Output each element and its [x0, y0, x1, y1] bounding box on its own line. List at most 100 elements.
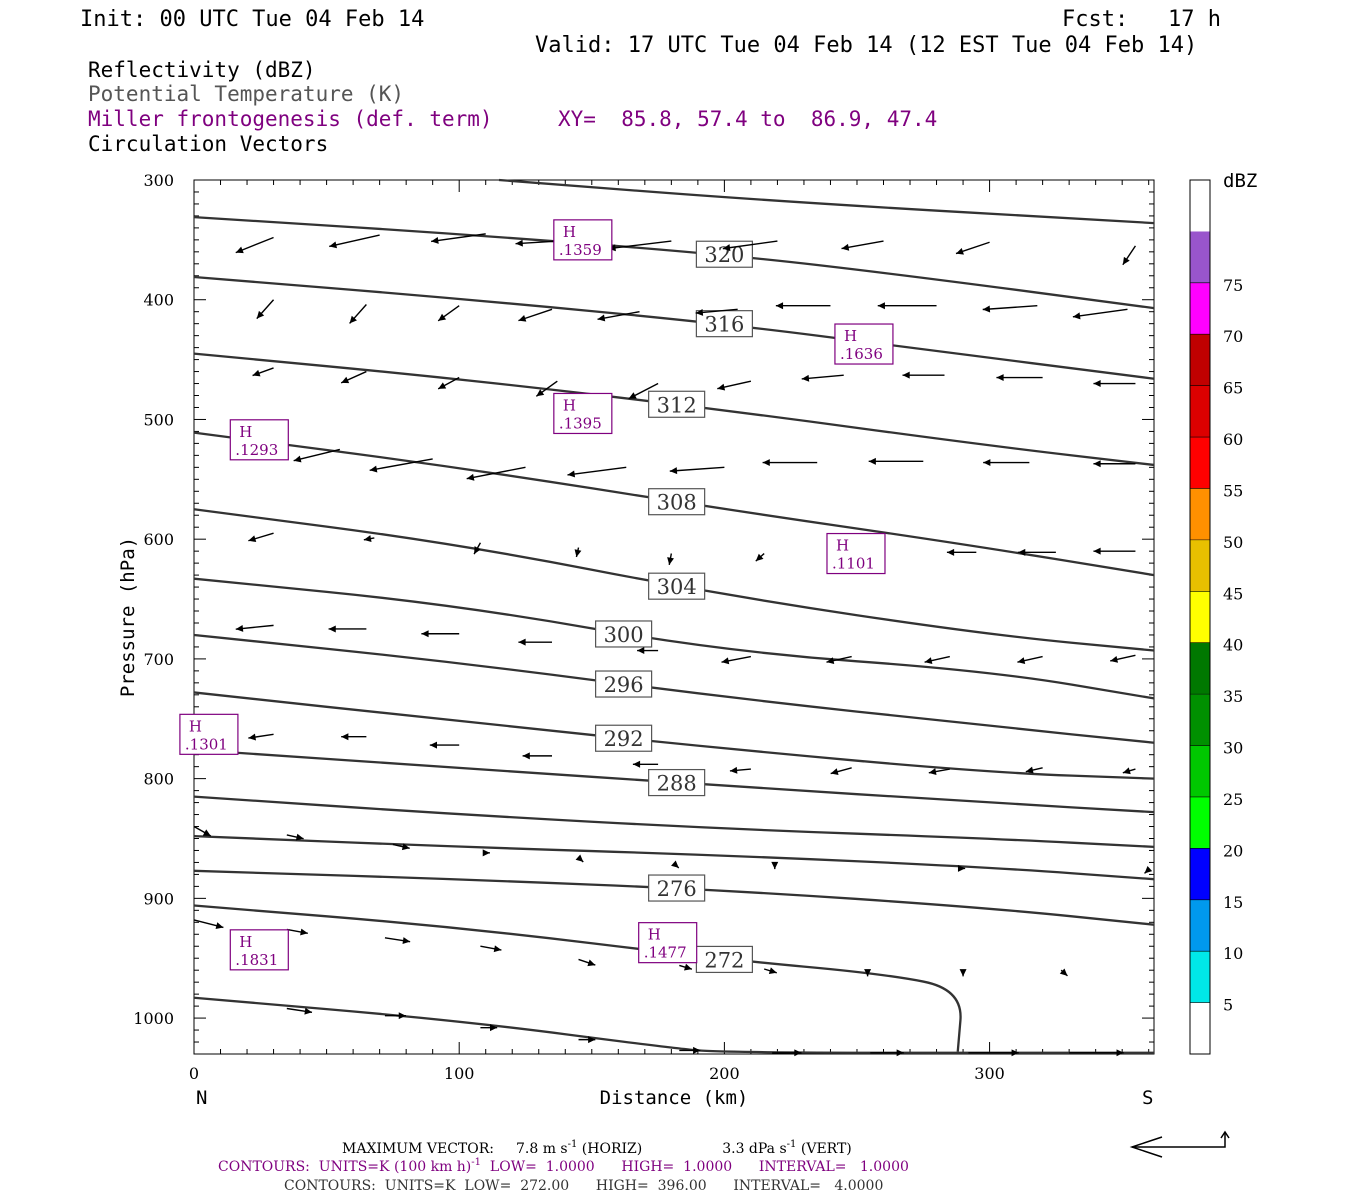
isentrope-284: [193, 795, 1155, 849]
circulation-vector: [567, 466, 627, 478]
high-letter: H: [189, 717, 202, 735]
vector-arrowhead: [1093, 547, 1101, 555]
circulation-vector: [329, 234, 380, 249]
y-axis-title: Pressure (hPa): [117, 537, 139, 697]
vector-arrowhead: [628, 392, 637, 399]
vector-arrowhead: [518, 315, 527, 322]
circulation-vector: [286, 833, 304, 841]
vector-arrowhead: [588, 1036, 596, 1044]
vector-arrowhead: [801, 374, 810, 382]
circulation-vector: [518, 308, 553, 322]
colorbar-segment: [1190, 1002, 1210, 1054]
frontogenesis-highs: H.1359H.1636H.1395H.1293H.1101H.1301H.18…: [179, 219, 894, 971]
circulation-vector: [421, 630, 460, 638]
colorbar-segment: [1190, 282, 1210, 335]
circulation-vector: [762, 459, 818, 467]
colorbar-segment: [1190, 180, 1210, 232]
high-letter: H: [836, 537, 849, 555]
isentrope-label-box: [595, 724, 653, 752]
circulation-vector: [248, 532, 274, 543]
colorbar-label: 55: [1223, 481, 1243, 500]
vector-arrowhead: [515, 239, 523, 247]
isentrope-label: 288: [657, 772, 697, 796]
circulation-vector: [729, 766, 751, 774]
isentrope-label: 296: [604, 673, 644, 697]
circulation-vector: [193, 825, 212, 837]
circulation-vector: [679, 1046, 701, 1054]
circulation-vector: [1093, 547, 1136, 555]
circulation-vector: [1144, 865, 1153, 874]
colorbar-segment: [1190, 848, 1210, 900]
isentrope-label-box: [695, 310, 753, 338]
frontogenesis-high: H.1477: [638, 922, 698, 964]
vector-shaft: [669, 466, 725, 472]
high-value: .1395: [559, 414, 602, 432]
vector-arrowhead: [256, 310, 265, 319]
isentrope-308: [193, 431, 1155, 577]
circulation-vector: [437, 376, 460, 390]
colorbar-segment: [1190, 642, 1210, 695]
vector-arrowhead: [522, 752, 530, 760]
circulation-vector: [695, 308, 738, 316]
vector-arrowhead: [684, 963, 692, 971]
vector-arrowhead: [567, 470, 576, 478]
circulation-vector: [392, 843, 410, 851]
circulation-vector: [1059, 968, 1068, 977]
circulation-vector: [1018, 548, 1056, 556]
vector-arrowhead: [300, 928, 308, 936]
vector-arrowhead: [996, 374, 1004, 382]
vector-arrowhead: [1093, 380, 1101, 388]
vector-arrowhead: [667, 557, 674, 565]
circulation-vector: [667, 553, 674, 566]
vector-shaft: [722, 240, 778, 250]
circulation-vector: [340, 370, 367, 384]
vector-shaft: [369, 458, 433, 471]
vector-arrowhead: [1144, 865, 1153, 874]
colorbar-label: 40: [1223, 636, 1243, 655]
vector-arrowhead: [830, 768, 839, 776]
frontogenesis-high: H.1395: [553, 392, 613, 435]
circulation-vector: [1069, 1049, 1124, 1057]
x-axis-title: Distance (km): [600, 1087, 749, 1109]
colorbar-segment: [1190, 385, 1210, 438]
circulation-vector: [466, 466, 526, 481]
colorbar-segment: [1190, 951, 1210, 1003]
high-value: .1477: [644, 944, 687, 962]
vector-arrowhead: [466, 473, 475, 481]
vector-shaft: [1072, 308, 1128, 318]
colorbar-segment: [1190, 488, 1210, 540]
x-tick-label: 200: [709, 1064, 740, 1083]
high-value: .1301: [185, 735, 228, 753]
circulation-vector: [1025, 766, 1043, 774]
circulation-vector: [535, 380, 558, 397]
circulation-vector: [771, 861, 779, 870]
y-tick-label: 600: [143, 530, 174, 549]
north-label: N: [196, 1087, 207, 1109]
vector-arrowhead: [826, 657, 835, 664]
colorbar: 5 10 15 20 25 30 35 40 45 50 55 60 65 70 75: [1189, 179, 1243, 1055]
y-tick-label: 800: [143, 770, 174, 789]
colorbar-label: 75: [1223, 276, 1243, 295]
circulation-vector: [578, 958, 596, 967]
circulation-vector: [669, 466, 725, 475]
circulation-vector: [959, 969, 967, 977]
circulation-vector: [717, 380, 752, 391]
vector-arrowhead: [474, 546, 481, 555]
circulation-vector: [293, 448, 341, 463]
circulation-vector: [235, 624, 274, 632]
vector-arrowhead: [957, 864, 966, 872]
colorbar-label: 15: [1223, 893, 1243, 912]
vector-arrowhead: [924, 657, 933, 664]
isentrope-label-box: [648, 572, 706, 600]
circulation-vector: [722, 240, 778, 252]
circulation-vector: [286, 1007, 313, 1015]
vector-arrowhead: [1122, 767, 1131, 775]
field-vectors: Circulation Vectors: [88, 132, 328, 156]
colorbar-segment: [1190, 745, 1210, 797]
vector-arrowhead: [252, 369, 261, 377]
x-tick-label: 0: [189, 1064, 199, 1083]
vector-arrowhead: [693, 1046, 701, 1054]
colorbar-label: 35: [1223, 687, 1243, 706]
y-tick-label: 1000: [133, 1009, 174, 1028]
circulation-vector: [721, 655, 752, 665]
